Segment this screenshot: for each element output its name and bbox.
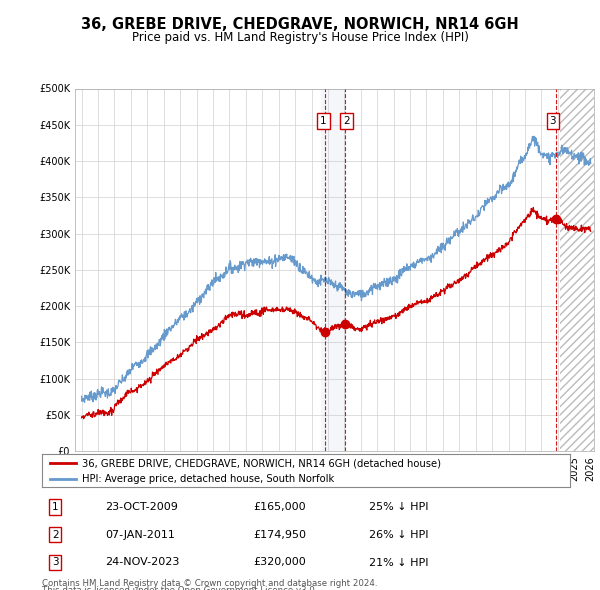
Text: 36, GREBE DRIVE, CHEDGRAVE, NORWICH, NR14 6GH (detached house): 36, GREBE DRIVE, CHEDGRAVE, NORWICH, NR1… <box>82 458 440 468</box>
Text: 24-NOV-2023: 24-NOV-2023 <box>106 558 180 568</box>
Text: 1: 1 <box>320 116 326 126</box>
Text: 26% ↓ HPI: 26% ↓ HPI <box>370 530 429 539</box>
Text: HPI: Average price, detached house, South Norfolk: HPI: Average price, detached house, Sout… <box>82 474 334 484</box>
Text: Price paid vs. HM Land Registry's House Price Index (HPI): Price paid vs. HM Land Registry's House … <box>131 31 469 44</box>
Text: £320,000: £320,000 <box>253 558 306 568</box>
Text: 3: 3 <box>550 116 556 126</box>
Text: 23-OCT-2009: 23-OCT-2009 <box>106 502 178 512</box>
Text: £174,950: £174,950 <box>253 530 306 539</box>
Text: 2: 2 <box>52 530 59 539</box>
Text: 36, GREBE DRIVE, CHEDGRAVE, NORWICH, NR14 6GH: 36, GREBE DRIVE, CHEDGRAVE, NORWICH, NR1… <box>81 17 519 31</box>
Text: 3: 3 <box>52 558 59 568</box>
Bar <box>320 88 344 451</box>
Text: 1: 1 <box>52 502 59 512</box>
Text: 21% ↓ HPI: 21% ↓ HPI <box>370 558 429 568</box>
Text: £165,000: £165,000 <box>253 502 306 512</box>
Text: 25% ↓ HPI: 25% ↓ HPI <box>370 502 429 512</box>
Text: 07-JAN-2011: 07-JAN-2011 <box>106 530 175 539</box>
Text: This data is licensed under the Open Government Licence v3.0.: This data is licensed under the Open Gov… <box>42 586 317 590</box>
Bar <box>560 88 594 451</box>
Text: Contains HM Land Registry data © Crown copyright and database right 2024.: Contains HM Land Registry data © Crown c… <box>42 579 377 588</box>
Text: 2: 2 <box>343 116 350 126</box>
